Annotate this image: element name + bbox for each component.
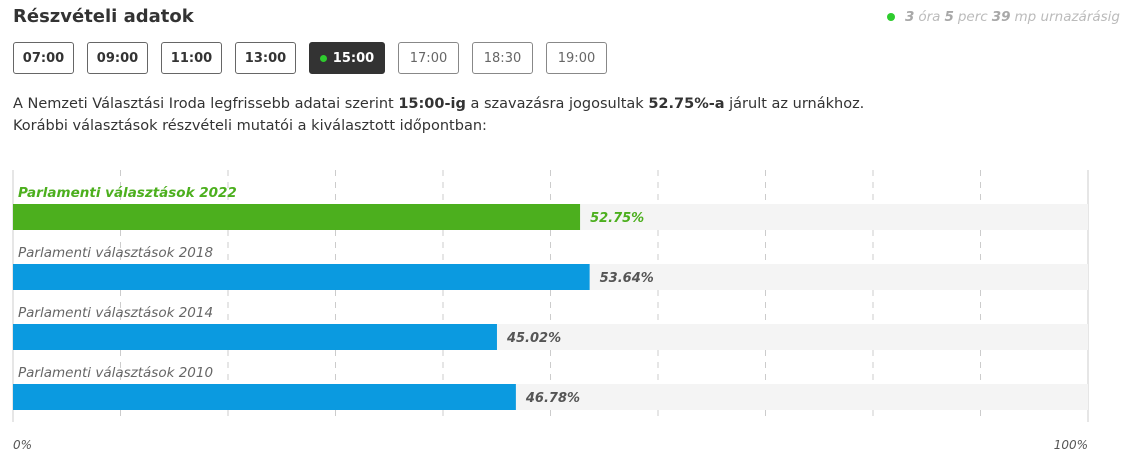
value-label: 46.78% — [525, 391, 580, 406]
category-label: Parlamenti választások 2022 — [18, 185, 237, 201]
tab-label: 15:00 — [332, 50, 375, 66]
page-title: Részvételi adatok — [13, 6, 194, 27]
tab-label: 11:00 — [170, 50, 213, 66]
x-tick-label: 100% — [1054, 438, 1088, 452]
tab-label: 19:00 — [557, 50, 596, 66]
live-dot-icon — [886, 13, 895, 21]
tab-label: 18:30 — [483, 50, 522, 66]
tab-1700[interactable]: 17:00 — [398, 42, 459, 74]
countdown-seconds: 39 — [991, 9, 1011, 25]
countdown-hours-unit: óra — [918, 9, 941, 25]
countdown-minutes: 5 — [944, 9, 954, 25]
tab-label: 13:00 — [244, 50, 287, 66]
turnout-description: A Nemzeti Választási Iroda legfrissebb a… — [13, 93, 864, 137]
live-dot-icon — [319, 54, 327, 62]
desc-text: a szavazásra jogosultak — [465, 96, 649, 112]
bar — [13, 264, 590, 290]
x-tick-label: 0% — [13, 438, 32, 452]
time-tabs: 07:00 09:00 11:00 13:00 15:00 17:00 18:3… — [13, 42, 607, 74]
turnout-bar-chart: Parlamenti választások 2022 52.75% Parlame… — [12, 170, 1089, 452]
desc-percent: 52.75%-a — [648, 96, 725, 112]
tab-0900[interactable]: 09:00 — [87, 42, 148, 74]
desc-text: járult az urnákhoz. — [724, 96, 865, 112]
tab-label: 09:00 — [96, 50, 139, 66]
category-label: Parlamenti választások 2010 — [18, 365, 213, 381]
countdown: 3 óra 5 perc 39 mp urnazárásig — [886, 9, 1120, 25]
countdown-hours: 3 — [904, 9, 915, 25]
desc-text: A Nemzeti Választási Iroda legfrissebb a… — [13, 96, 399, 112]
category-label: Parlamenti választások 2018 — [18, 245, 213, 261]
tab-label: 17:00 — [409, 50, 448, 66]
bar — [13, 204, 581, 230]
bar — [13, 324, 497, 350]
tab-label: 07:00 — [22, 50, 65, 66]
desc-line2: Korábbi választások részvételi mutatói a… — [13, 118, 487, 134]
value-label: 53.64% — [600, 271, 654, 286]
tab-1830[interactable]: 18:30 — [472, 42, 533, 74]
value-label: 52.75% — [590, 211, 644, 226]
tab-1100[interactable]: 11:00 — [161, 42, 222, 74]
tab-1900[interactable]: 19:00 — [546, 42, 607, 74]
category-label: Parlamenti választások 2014 — [18, 305, 213, 321]
countdown-seconds-unit: mp urnazárásig — [1014, 9, 1120, 25]
countdown-minutes-unit: perc — [957, 9, 988, 25]
desc-time: 15:00-ig — [398, 96, 466, 112]
tab-0700[interactable]: 07:00 — [13, 42, 74, 74]
tab-1300[interactable]: 13:00 — [235, 42, 296, 74]
bar — [13, 384, 516, 410]
tab-1500[interactable]: 15:00 — [309, 42, 385, 74]
value-label: 45.02% — [506, 331, 561, 346]
